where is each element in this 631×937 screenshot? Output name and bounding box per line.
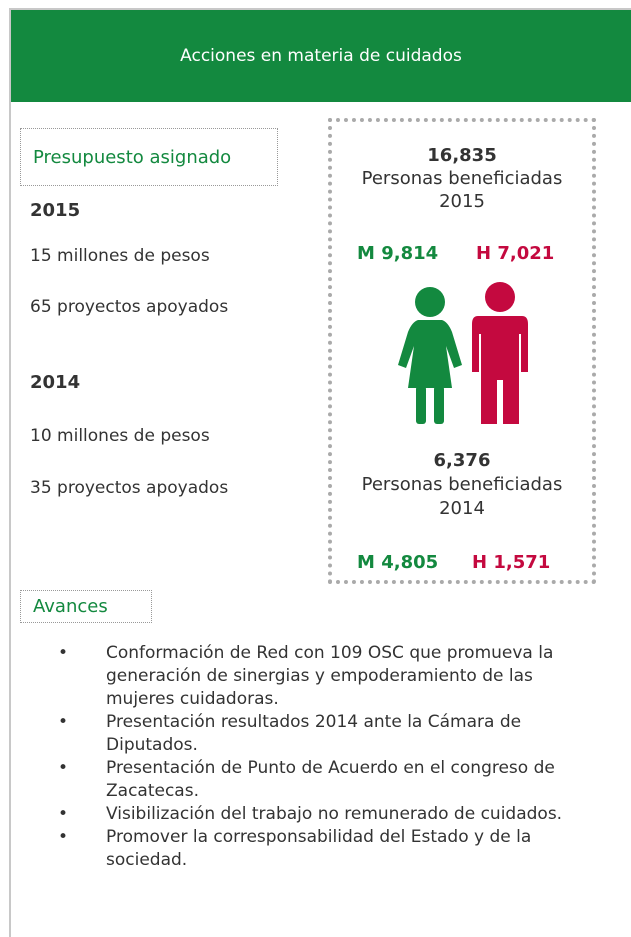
- label: Personas beneficiadas: [361, 168, 563, 189]
- projects: 65 proyectos apoyados: [30, 297, 229, 317]
- people-icons: [398, 282, 528, 424]
- projects: 35 proyectos apoyados: [30, 478, 229, 498]
- frame: [9, 8, 631, 937]
- year: 2015: [30, 200, 81, 221]
- m-label: M: [357, 243, 375, 264]
- progress-item: Presentación resultados 2014 ante la Cám…: [58, 711, 598, 757]
- budget-title-text: Presupuesto asignado: [33, 146, 232, 168]
- h-value: 1,571: [493, 552, 551, 573]
- progress-title: Avances: [20, 590, 152, 623]
- h-value: 7,021: [497, 243, 555, 264]
- h-label: H: [472, 552, 488, 573]
- women: M 4,805: [357, 552, 438, 573]
- woman-icon: [398, 287, 462, 424]
- label: Personas beneficiadas: [361, 474, 563, 495]
- progress-item: Presentación de Punto de Acuerdo en el c…: [58, 757, 598, 803]
- m-value: 9,814: [381, 243, 439, 264]
- progress-item: Conformación de Red con 109 OSC que prom…: [58, 642, 598, 711]
- progress-list: Conformación de Red con 109 OSC que prom…: [58, 642, 598, 872]
- m-value: 4,805: [381, 552, 439, 573]
- year: 2015: [439, 191, 485, 212]
- h-label: H: [476, 243, 492, 264]
- total: 16,835: [427, 145, 497, 166]
- title: Acciones en materia de cuidados: [180, 46, 462, 66]
- total: 6,376: [433, 450, 491, 471]
- header: Acciones en materia de cuidados: [11, 10, 631, 102]
- progress-item: Visibilización del trabajo no remunerado…: [58, 803, 598, 826]
- men: H 7,021: [476, 243, 554, 264]
- year: 2014: [439, 498, 485, 519]
- women: M 9,814: [357, 243, 438, 264]
- progress-title-text: Avances: [33, 596, 108, 617]
- man-icon: [472, 282, 528, 424]
- men: H 1,571: [472, 552, 550, 573]
- amount: 15 millones de pesos: [30, 246, 210, 266]
- amount: 10 millones de pesos: [30, 426, 210, 446]
- year: 2014: [30, 372, 81, 393]
- budget-title: Presupuesto asignado: [20, 128, 278, 186]
- beneficiaries-box: [328, 118, 596, 584]
- progress-item: Promover la corresponsabilidad del Estad…: [58, 826, 598, 872]
- m-label: M: [357, 552, 375, 573]
